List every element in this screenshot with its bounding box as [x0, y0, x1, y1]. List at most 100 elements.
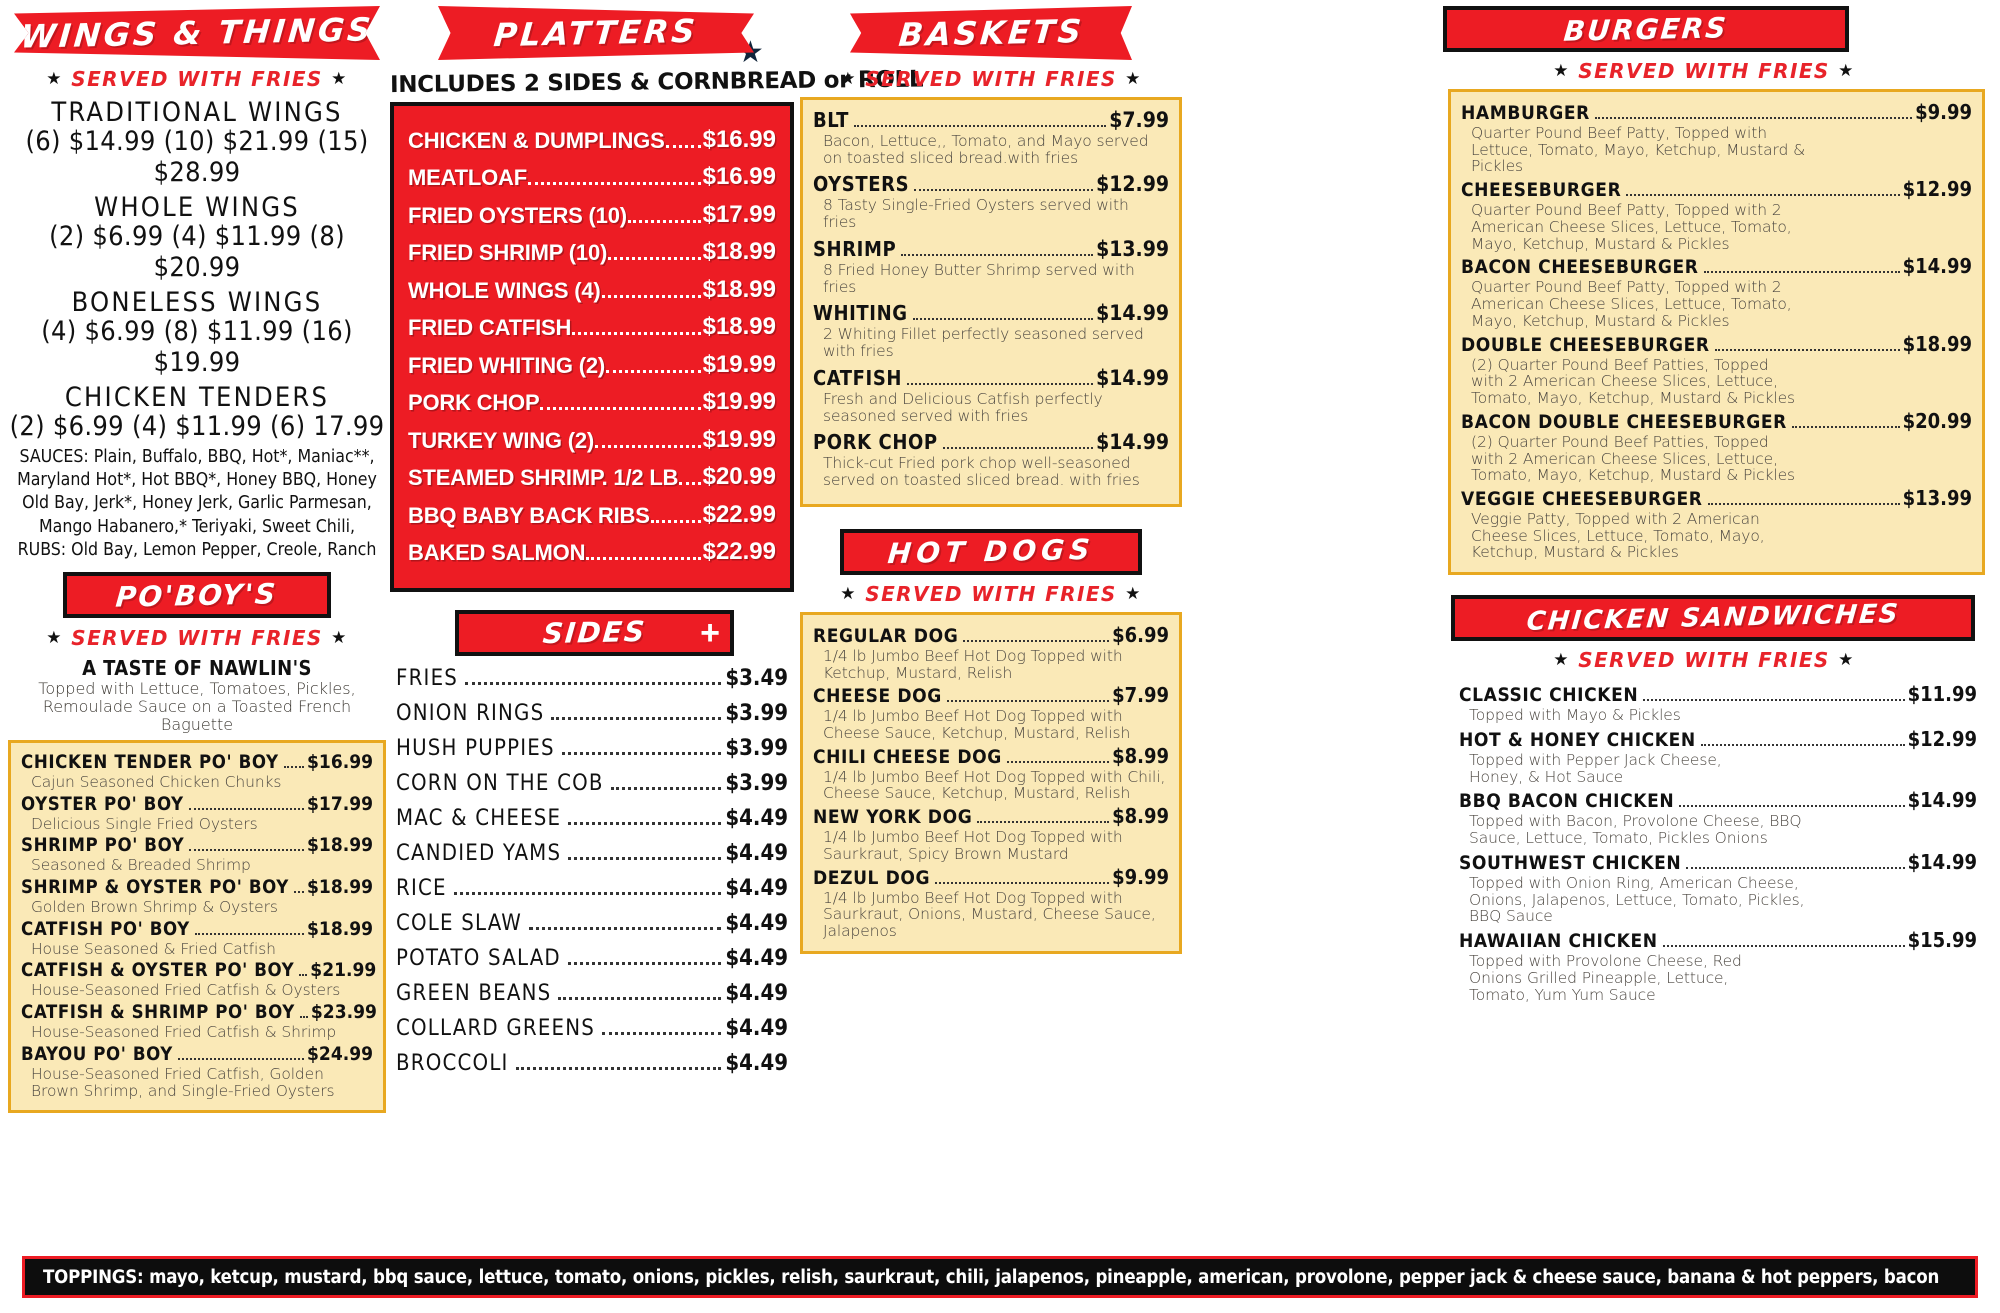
- menu-item-row: OYSTERS $12.99: [813, 172, 1169, 196]
- menu-item-name: SHRIMP PO' BOY: [21, 835, 185, 857]
- menu-item-name: BLT: [813, 108, 849, 132]
- side-item-name: RICE: [396, 875, 447, 901]
- item-description-line: Quarter Pound Beef Patty, Topped with 2: [1471, 201, 1782, 220]
- leader-dots: [601, 294, 701, 298]
- wings-sauces-list: SAUCES: Plain, Buffalo, BBQ, Hot*, Mania…: [8, 446, 386, 562]
- item-description-line: Golden Brown Shrimp & Oysters: [31, 898, 278, 917]
- leader-dots: [299, 974, 308, 977]
- item-description-line: House-Seasoned Fried Catfish & Shrimp: [31, 1023, 337, 1042]
- side-item-row: RICE $4.49: [396, 876, 788, 901]
- leader-dots: [453, 891, 722, 895]
- poboys-subdesc-line2: Remoulade Sauce on a Toasted French Bagu…: [42, 697, 352, 734]
- wings-group-title: BONELESS WINGS: [71, 287, 323, 318]
- wings-group-title: CHICKEN TENDERS: [64, 382, 330, 413]
- menu-item-name: BACON CHEESEBURGER: [1461, 256, 1699, 279]
- menu-item-description: Bacon, Lettuce,, Tomato, and Mayo served…: [823, 133, 1169, 166]
- platter-item-price: $19.99: [702, 425, 776, 453]
- leader-dots: [1791, 425, 1900, 428]
- platter-item-name: WHOLE WINGS (4): [408, 277, 601, 303]
- item-description-line: Tomato, Mayo, Ketchup, Mustard & Pickles: [1471, 389, 1796, 408]
- menu-item-name: OYSTER PO' BOY: [21, 793, 184, 815]
- leader-dots: [1714, 348, 1900, 351]
- menu-item-price: $14.99: [1902, 254, 1972, 279]
- menu-item-price: $12.99: [1096, 172, 1169, 197]
- menu-item-row: BBQ BACON CHICKEN $14.99: [1459, 788, 1977, 812]
- item-description-line: Jalapenos: [823, 922, 897, 941]
- menu-item-row: CHICKEN TENDER PO' BOY $16.99: [21, 751, 373, 773]
- menu-item-price: $12.99: [1902, 177, 1972, 202]
- menu-item-description: Topped with Onion Ring, American Cheese,…: [1469, 875, 1977, 925]
- side-item-row: CORN ON THE COB $3.99: [396, 771, 788, 796]
- menu-item: CATFISH $14.99 Fresh and Delicious Catfish…: [813, 366, 1169, 424]
- burgers-served-label: SERVED WITH FRIES: [1578, 59, 1830, 83]
- item-description-line: Mayo, Ketchup, Mustard & Pickles: [1471, 234, 1730, 253]
- menu-item-name: SHRIMP: [813, 236, 897, 261]
- side-item-name: GREEN BEANS: [396, 980, 552, 1006]
- item-description-line: 1/4 lb Jumbo Beef Hot Dog Topped with: [823, 646, 1123, 665]
- leader-dots: [561, 751, 722, 755]
- burgers-served-with-fries: ★ SERVED WITH FRIES ★: [1423, 59, 1985, 83]
- side-item-row: POTATO SALAD $4.49: [396, 946, 788, 971]
- platter-item-price: $19.99: [702, 350, 776, 378]
- side-item-name: MAC & CHEESE: [396, 805, 562, 831]
- side-item-name: POTATO SALAD: [396, 945, 561, 971]
- ribbon-tail-left: [850, 12, 864, 36]
- menu-item: CATFISH & OYSTER PO' BOY $21.99 House-Seas…: [21, 959, 376, 1000]
- menu-item-name: HAWAIIAN CHICKEN: [1459, 930, 1658, 953]
- banner-sides: SIDES +: [455, 609, 734, 656]
- menu-item-row: CLASSIC CHICKEN $11.99: [1459, 682, 1977, 706]
- item-description-line: House-Seasoned Fried Catfish & Oysters: [31, 981, 341, 1000]
- menu-item-row: REGULAR DOG $6.99: [813, 623, 1169, 647]
- menu-item-price: $18.99: [307, 876, 373, 899]
- side-item-row: GREEN BEANS $4.49: [396, 981, 788, 1006]
- platter-item-name: TURKEY WING (2): [408, 427, 595, 453]
- platter-item-name: PORK CHOP: [408, 390, 540, 415]
- leader-dots: [1662, 945, 1905, 948]
- side-item-row: BROCCOLI $4.49: [396, 1051, 788, 1076]
- menu-item: CHILI CHEESE DOG $8.99 1/4 lb Jumbo Beef H…: [813, 744, 1169, 802]
- menu-item: SHRIMP & OYSTER PO' BOY $18.99 Golden Brow…: [21, 876, 373, 916]
- item-description-line: fries: [823, 213, 857, 232]
- menu-item-name: REGULAR DOG: [813, 624, 959, 647]
- menu-item: BACON CHEESEBURGER $14.99 Quarter Pound Be…: [1461, 254, 1972, 329]
- menu-item: REGULAR DOG $6.99 1/4 lb Jumbo Beef Hot Do…: [813, 623, 1169, 681]
- menu-item: OYSTERS $12.99 8 Tasty Single-Fried Oyster…: [813, 172, 1169, 230]
- leader-dots: [606, 369, 701, 373]
- wings-group-prices: (2) $6.99 (4) $11.99 (6) 17.99: [9, 411, 385, 442]
- item-description-line: Seasoned & Breaded Shrimp: [31, 856, 251, 875]
- platter-item-row: WHOLE WINGS (4) $18.99: [408, 276, 776, 304]
- menu-item-name: CHILI CHEESE DOG: [813, 745, 1002, 768]
- menu-item-price: $18.99: [307, 917, 373, 940]
- menu-item-name: CLASSIC CHICKEN: [1459, 684, 1639, 707]
- menu-item-name: DOUBLE CHEESEBURGER: [1461, 333, 1710, 356]
- leader-dots: [177, 1057, 305, 1060]
- side-item-price: $3.99: [725, 735, 788, 761]
- item-description-line: American Cheese Slices, Lettuce, Tomato,: [1471, 217, 1792, 236]
- menu-item-price: $7.99: [1112, 683, 1169, 708]
- menu-item-price: $16.99: [307, 750, 373, 773]
- side-item-row: MAC & CHEESE $4.49: [396, 806, 788, 831]
- side-item-row: HUSH PUPPIES $3.99: [396, 736, 788, 761]
- star-icon: ★: [46, 69, 63, 89]
- menu-item-price: $7.99: [1109, 108, 1169, 132]
- menu-item-price: $13.99: [1902, 486, 1972, 511]
- menu-item-row: BACON CHEESEBURGER $14.99: [1461, 254, 1972, 278]
- menu-item-description: Thick-cut Fried pork chop well-seasoned s…: [823, 455, 1169, 488]
- chicken-served-label: SERVED WITH FRIES: [1578, 648, 1830, 673]
- leader-dots: [679, 482, 701, 485]
- menu-item-name: CATFISH: [813, 365, 903, 390]
- item-description-line: Topped with Mayo & Pickles: [1469, 706, 1681, 725]
- leader-dots: [610, 786, 722, 790]
- platter-item-name: FRIED OYSTERS (10): [408, 202, 627, 228]
- menu-item: SHRIMP PO' BOY $18.99 Seasoned & Breaded S…: [21, 834, 373, 874]
- hotdogs-served-label: SERVED WITH FRIES: [865, 581, 1117, 606]
- item-description-line: 1/4 lb Jumbo Beef Hot Dog Topped with Ch…: [823, 767, 1166, 786]
- menu-item: CHEESEBURGER $12.99 Quarter Pound Beef Pat…: [1461, 177, 1972, 252]
- wings-group-prices: (4) $6.99 (8) $11.99 (16) $19.99: [41, 316, 353, 378]
- platter-item-name: BBQ BABY BACK RIBS: [408, 502, 650, 528]
- menu-item: SOUTHWEST CHICKEN $14.99 Topped with Onion…: [1459, 850, 1977, 925]
- menu-item-name: CHEESEBURGER: [1461, 179, 1622, 202]
- hotdogs-card: REGULAR DOG $6.99 1/4 lb Jumbo Beef Hot Do…: [800, 611, 1182, 954]
- menu-item-description: Quarter Pound Beef Patty, Topped with Let…: [1471, 125, 1972, 175]
